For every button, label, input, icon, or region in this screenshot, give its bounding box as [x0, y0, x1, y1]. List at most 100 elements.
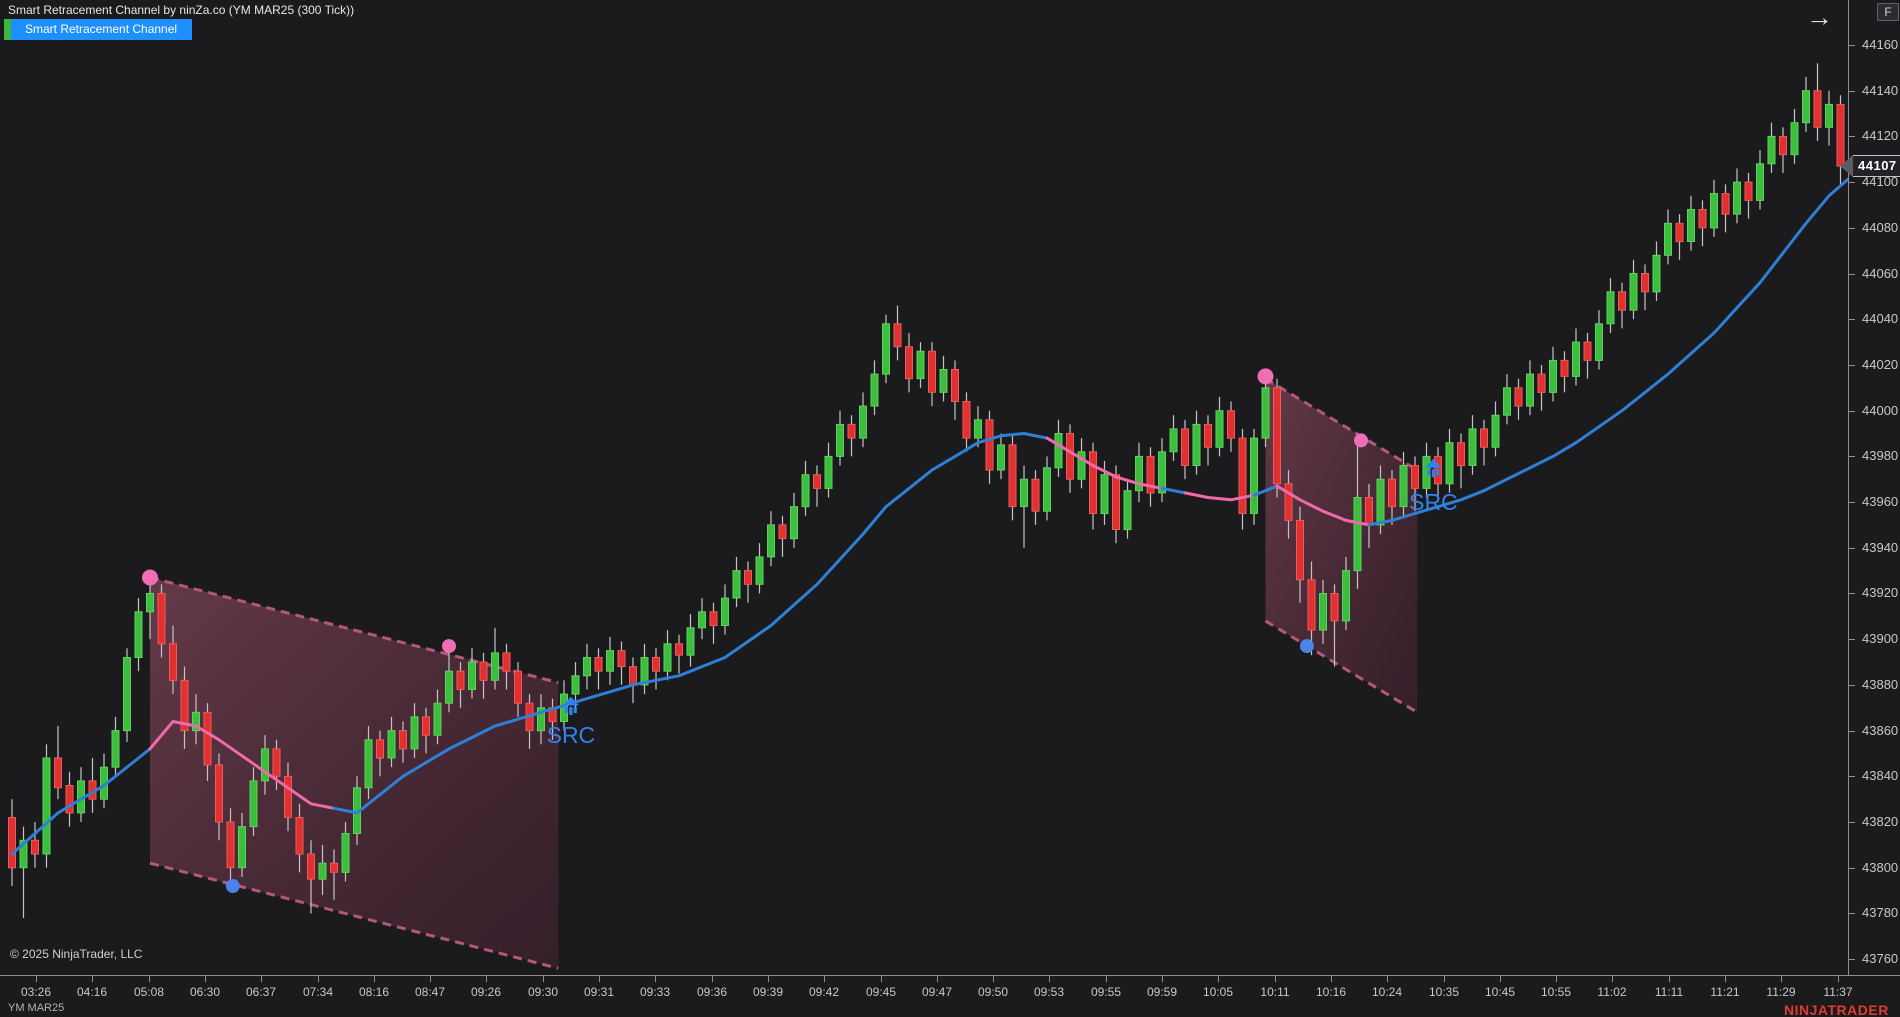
time-axis-label: 09:53	[1033, 985, 1065, 999]
time-axis-label: 10:55	[1540, 985, 1572, 999]
price-axis-label: 43860	[1862, 723, 1899, 738]
time-axis-label: 11:29	[1766, 985, 1796, 999]
price-axis-label: 43780	[1862, 905, 1899, 920]
retracement-channel	[1265, 378, 1418, 713]
time-axis-tick	[486, 976, 487, 982]
instrument-label: YM MAR25	[8, 1002, 65, 1014]
moving-average-line	[1275, 484, 1371, 527]
moving-average-line	[1252, 484, 1279, 497]
fixed-scale-button[interactable]: F	[1877, 3, 1899, 21]
time-axis-tick	[1838, 976, 1839, 982]
src-signal-label: SRC	[1409, 489, 1458, 515]
price-axis-label: 44140	[1862, 83, 1899, 98]
time-axis-label: 09:36	[696, 985, 728, 999]
price-axis-tick	[1849, 274, 1855, 275]
price-axis-tick	[1849, 776, 1855, 777]
price-axis-tick	[1849, 639, 1855, 640]
time-axis-label: 09:50	[977, 985, 1009, 999]
time-axis-label: 10:45	[1484, 985, 1516, 999]
indicator-color-bar	[4, 19, 11, 40]
time-axis-tick	[1106, 976, 1107, 982]
price-axis-label: 44120	[1862, 128, 1899, 143]
time-axis-label: 09:39	[752, 985, 784, 999]
src-signal-icon	[1425, 458, 1442, 478]
indicator-chip[interactable]: Smart Retracement Channel	[4, 19, 193, 40]
price-axis-tick	[1849, 593, 1855, 594]
retracement-channel	[150, 577, 559, 969]
time-axis-tick	[1725, 976, 1726, 982]
time-axis-label: 05:08	[133, 985, 165, 999]
price-axis-tick	[1849, 913, 1855, 914]
time-axis-tick	[768, 976, 769, 982]
price-axis-tick	[1849, 868, 1855, 869]
time-axis-label: 06:37	[245, 985, 277, 999]
chart-plot-area[interactable]: SRC SRC Smart Retracement Channel by ninZ…	[0, 0, 1848, 975]
time-axis-label: 09:45	[865, 985, 897, 999]
time-axis-tick	[149, 976, 150, 982]
price-axis-label: 43960	[1862, 494, 1899, 509]
time-axis-tick	[543, 976, 544, 982]
price-axis-label: 44080	[1862, 220, 1899, 235]
time-axis-tick	[205, 976, 206, 982]
time-axis-label: 09:55	[1090, 985, 1122, 999]
time-axis-tick	[937, 976, 938, 982]
ninjatrader-watermark: NINJATRADER	[1784, 1002, 1889, 1017]
time-axis-tick	[1556, 976, 1557, 982]
time-axis-tick	[261, 976, 262, 982]
swing-pink-dot	[1354, 433, 1368, 448]
price-axis-tick	[1849, 959, 1855, 960]
price-axis-tick	[1849, 45, 1855, 46]
time-axis-tick	[374, 976, 375, 982]
price-axis[interactable]: F 44160 44140 44120 44100 44080 44060 44040 440…	[1848, 0, 1900, 975]
moving-average-line	[148, 720, 336, 810]
price-axis-tick	[1849, 136, 1855, 137]
time-axis-label: 11:21	[1710, 985, 1740, 999]
time-axis-tick	[318, 976, 319, 982]
price-axis-tick	[1849, 731, 1855, 732]
moving-average-line	[1367, 177, 1848, 527]
time-axis-tick	[1049, 976, 1050, 982]
moving-average-line	[10, 747, 152, 856]
time-axis-tick	[655, 976, 656, 982]
copyright-text: © 2025 NinjaTrader, LLC	[10, 947, 143, 961]
moving-average-line	[1045, 436, 1164, 490]
price-marker-pointer-icon	[1840, 155, 1853, 177]
chart-title: Smart Retracement Channel by ninZa.co (Y…	[8, 3, 355, 17]
price-axis-tick	[1849, 502, 1855, 503]
time-axis-label: 10:35	[1428, 985, 1460, 999]
price-axis-tick	[1849, 365, 1855, 366]
price-axis-tick	[1849, 228, 1855, 229]
price-axis-label: 43800	[1862, 860, 1899, 875]
time-axis-tick	[1612, 976, 1613, 982]
time-axis-tick	[430, 976, 431, 982]
last-price-value: 44107	[1853, 155, 1900, 177]
time-axis-label: 10:11	[1260, 985, 1290, 999]
price-axis-tick	[1849, 91, 1855, 92]
time-axis-tick	[1387, 976, 1388, 982]
time-axis-label: 06:30	[189, 985, 221, 999]
time-axis[interactable]: 03:26 04:16 05:08 06:30 06:37 07:34 08:16 08:47…	[0, 975, 1900, 1017]
src-signal-icon	[562, 696, 579, 715]
time-axis-label: 09:30	[527, 985, 559, 999]
src-signal-label: SRC	[547, 722, 596, 748]
time-axis-tick	[1162, 976, 1163, 982]
swing-blue-dot	[225, 879, 240, 893]
moving-average-line	[332, 432, 1049, 815]
time-axis-label: 11:37	[1823, 985, 1853, 999]
time-axis-tick	[1500, 976, 1501, 982]
price-axis-label: 43840	[1862, 768, 1899, 783]
go-to-latest-bar-icon[interactable]: →	[1806, 2, 1833, 32]
time-axis-tick	[1444, 976, 1445, 982]
price-axis-tick	[1849, 548, 1855, 549]
time-axis-tick	[712, 976, 713, 982]
time-axis-label: 09:42	[808, 985, 840, 999]
time-axis-label: 10:16	[1315, 985, 1347, 999]
price-axis-label: 43920	[1862, 585, 1899, 600]
time-axis-tick	[1275, 976, 1276, 982]
price-axis-label: 44000	[1862, 403, 1899, 418]
time-axis-tick	[1331, 976, 1332, 982]
price-axis-tick	[1849, 411, 1855, 412]
time-axis-label: 09:26	[470, 985, 502, 999]
candlestick-chart[interactable]: SRC SRC	[0, 0, 1848, 975]
price-axis-tick	[1849, 319, 1855, 320]
